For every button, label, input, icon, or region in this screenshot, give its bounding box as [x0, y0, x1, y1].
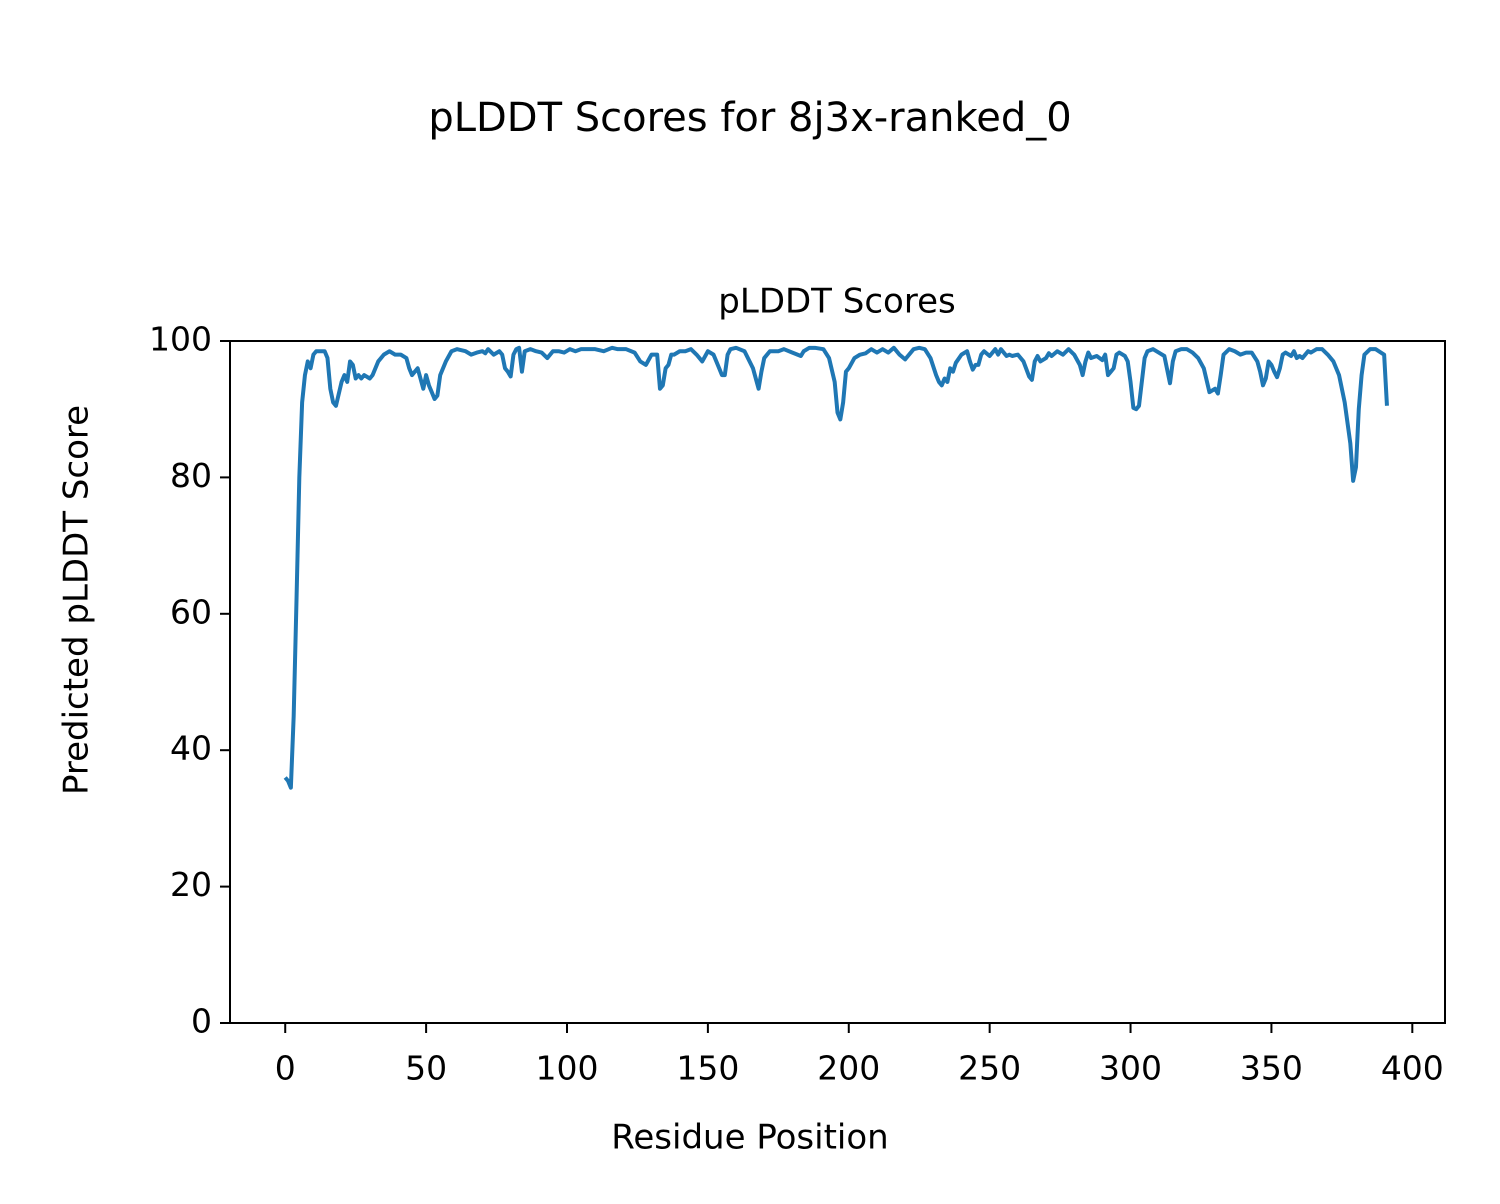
x-tick-label: 350 [1240, 1049, 1303, 1088]
chart-title: pLDDT Scores for 8j3x-ranked_0 [428, 95, 1071, 141]
x-tick-label: 400 [1381, 1049, 1444, 1088]
x-tick-label: 250 [958, 1049, 1021, 1088]
y-tick-label: 40 [170, 729, 212, 768]
data-line [283, 345, 1389, 790]
y-tick-label: 100 [149, 320, 212, 359]
x-tick-label: 50 [405, 1049, 447, 1088]
x-tick-label: 0 [275, 1049, 296, 1088]
y-tick-label: 20 [170, 865, 212, 904]
x-tick-label: 300 [1099, 1049, 1162, 1088]
y-axis-label: Predicted pLDDT Score [57, 405, 97, 795]
y-tick-label: 80 [170, 456, 212, 495]
y-tick-label: 0 [191, 1002, 212, 1041]
x-tick-label: 100 [535, 1049, 598, 1088]
axes-title: pLDDT Scores [718, 282, 955, 322]
x-tick-label: 200 [817, 1049, 880, 1088]
axes-frame [229, 340, 1446, 1024]
x-axis-label: Residue Position [611, 1118, 888, 1158]
y-tick-label: 60 [170, 592, 212, 631]
x-tick-label: 150 [676, 1049, 739, 1088]
